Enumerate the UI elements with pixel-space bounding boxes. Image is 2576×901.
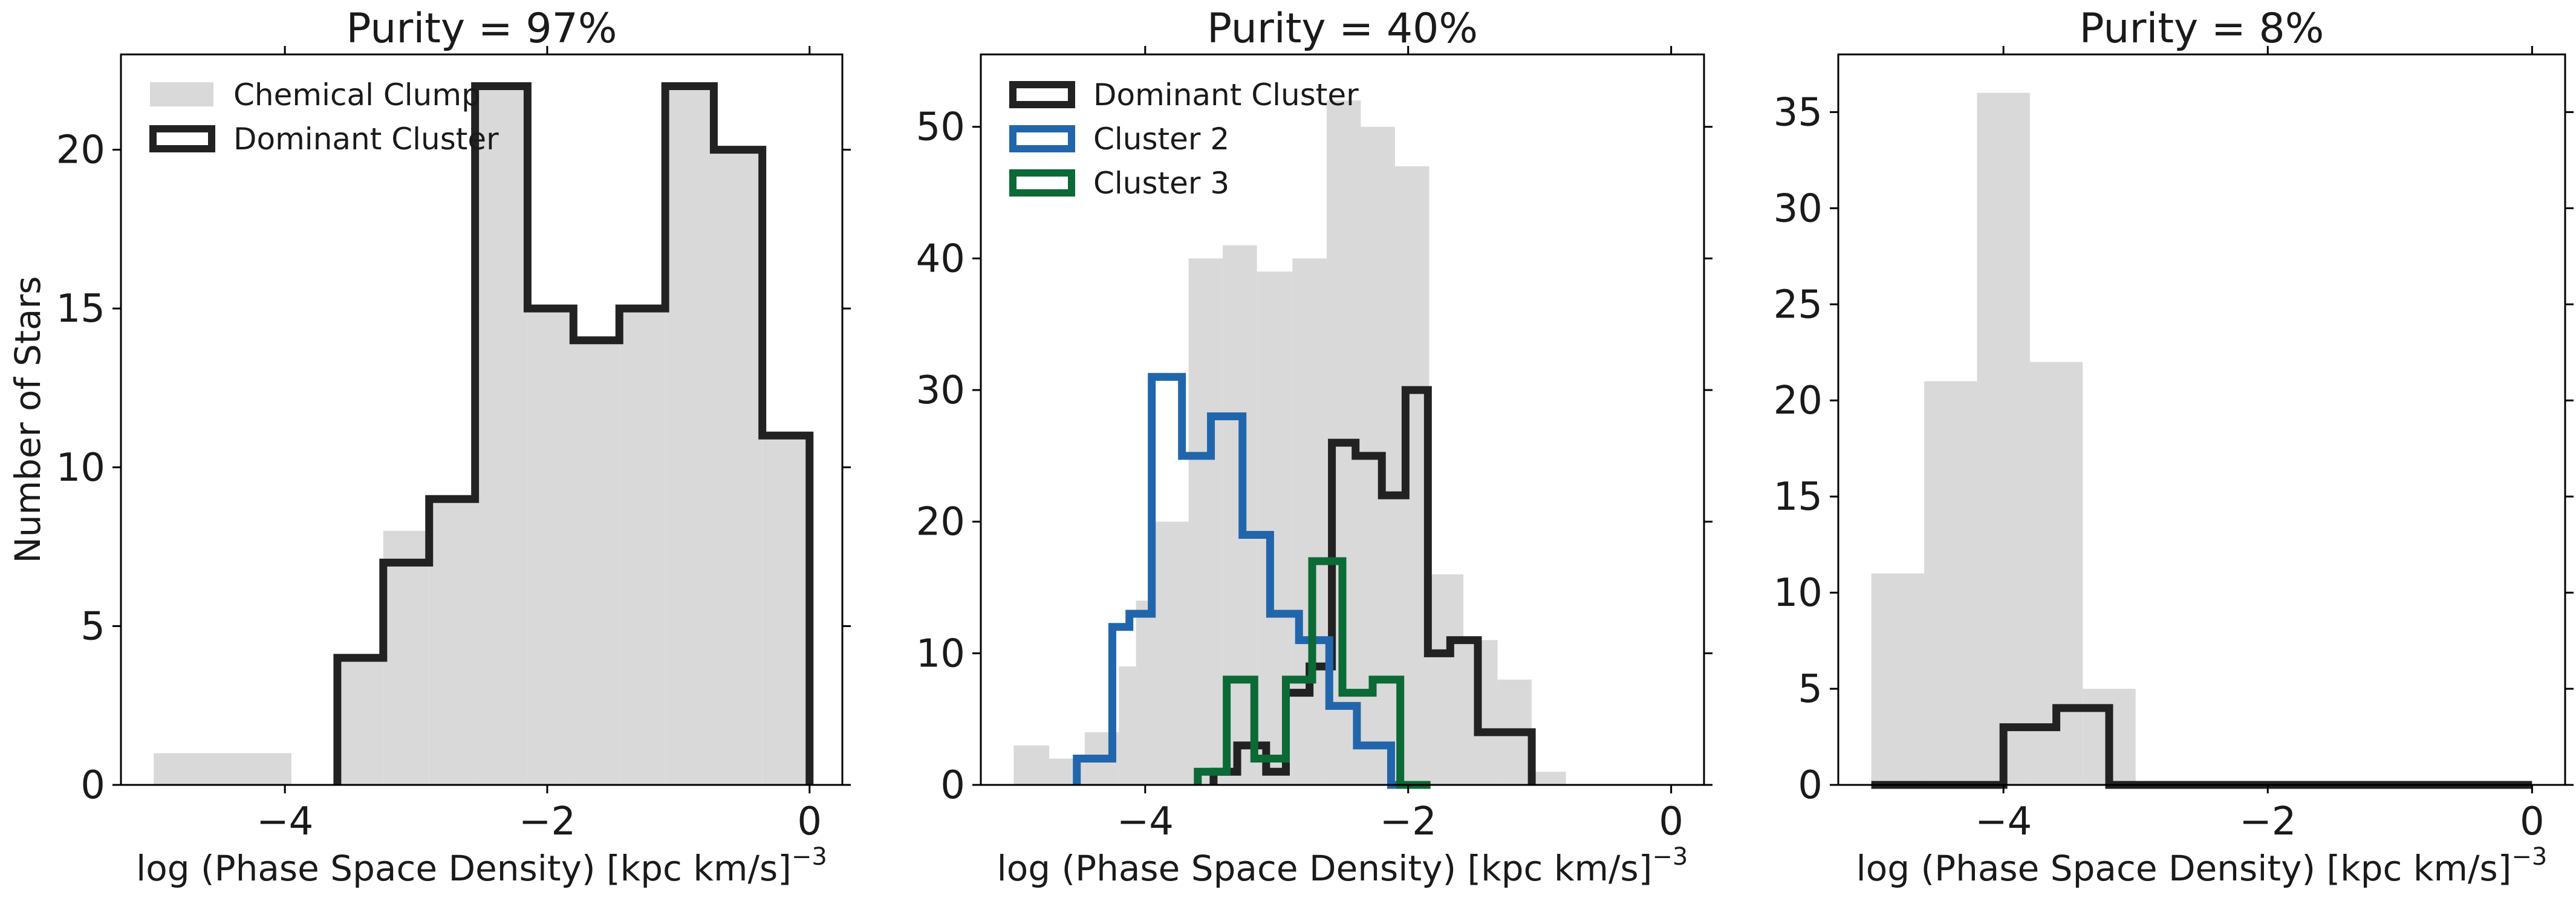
axes-frame-2: [980, 53, 1705, 786]
y-tick-label-2-5: 40: [916, 236, 965, 281]
legend-2: Dominant Cluster Cluster 2 Cluster 3: [1009, 77, 1359, 201]
y-tick-label-3-8: 35: [1774, 90, 1823, 135]
panel-3: −4 −2 0 0 5 10 15 20 25 30 35 Purity = 8% log (Phase…: [1774, 5, 2574, 889]
panel-title-1: Purity = 97%: [346, 5, 617, 53]
clump-bar-1-2: [337, 657, 383, 785]
legend-swatch-cluster-3: [1009, 169, 1075, 197]
clump-bar-1-4: [429, 499, 475, 785]
x-tick-label-3-3: 0: [2520, 799, 2545, 844]
x-axis-label-exponent-2: −3: [1652, 843, 1688, 871]
clump-bar-3-3: [1977, 93, 2030, 785]
clump-bar-1-11: [762, 435, 810, 785]
legend-label-dominant-cluster: Dominant Cluster: [1093, 77, 1359, 112]
y-tick-label-1-5: 20: [56, 128, 105, 173]
legend-label-cluster-2: Cluster 2: [1093, 122, 1229, 157]
axes-frame-1: [120, 53, 844, 786]
clump-bar-2-7: [1188, 258, 1223, 785]
y-tick-label-3-3: 10: [1774, 571, 1823, 616]
x-tick-label-3-1: −4: [1975, 799, 2032, 844]
clump-bar-2-6: [1154, 521, 1189, 785]
y-tick-label-3-4: 15: [1774, 475, 1823, 519]
y-tick-label-2-1: 0: [940, 763, 965, 808]
y-tick-label-2-4: 30: [916, 368, 965, 413]
y-tick-label-3-1: 0: [1798, 763, 1823, 808]
x-axis-label-text-3: log (Phase Space Density) [kpc km/s]: [1856, 848, 2512, 889]
panel-2: −4 −2 0 0 10 20 30 40 50 Purity = 40% log (Phase S…: [916, 5, 1712, 889]
x-axis-label-exponent-1: −3: [792, 843, 827, 871]
legend-swatch-cluster-2: [1009, 125, 1075, 152]
y-tick-label-1-4: 15: [56, 287, 105, 331]
legend-1: Chemical Clump Dominant Cluster: [149, 77, 499, 157]
clump-bar-3-2: [1924, 381, 1977, 785]
clump-bar-1-6: [527, 308, 574, 785]
x-tick-label-1-3: 0: [797, 799, 822, 844]
axes-frame-3: [1837, 53, 2566, 786]
y-tick-label-2-2: 10: [916, 631, 965, 676]
y-tick-label-1-2: 5: [80, 604, 105, 649]
x-axis-label-1: log (Phase Space Density) [kpc km/s]−3: [136, 843, 827, 889]
x-axis-label-exponent-3: −3: [2511, 843, 2547, 871]
y-tick-label-3-6: 25: [1774, 282, 1823, 327]
clump-bar-1-8: [619, 308, 666, 785]
legend-label-chemical-clump: Chemical Clump: [233, 77, 481, 112]
x-tick-label-3-2: −2: [2239, 799, 2296, 844]
dominant-cluster-step-line-3: [1871, 704, 2532, 789]
y-axis-label: Number of Stars: [7, 276, 48, 564]
cluster-2-step-line-2: [1073, 372, 1423, 789]
y-tick-label-1-3: 10: [56, 446, 105, 490]
y-tick-label-3-5: 20: [1774, 379, 1823, 423]
clump-bar-2-5: [1136, 600, 1155, 785]
dominant-cluster-step-line-1: [333, 82, 814, 785]
clump-bar-1-10: [714, 149, 763, 786]
clump-bar-1-3: [383, 530, 429, 785]
x-tick-label-2-1: −4: [1117, 799, 1174, 844]
clump-bar-2-4: [1119, 666, 1136, 785]
y-tick-label-3-7: 30: [1774, 186, 1823, 231]
panel-title-2: Purity = 40%: [1207, 5, 1478, 53]
legend-label-dominant-cluster: Dominant Cluster: [233, 122, 499, 157]
y-tick-label-3-2: 5: [1798, 667, 1823, 712]
x-tick-label-2-2: −2: [1380, 799, 1437, 844]
clump-bar-2-14: [1429, 574, 1464, 785]
legend-swatch-chemical-clump: [150, 82, 213, 106]
y-tick-label-2-3: 20: [916, 500, 965, 545]
y-tick-label-1-1: 0: [80, 763, 105, 808]
clump-bar-1-5: [475, 86, 528, 786]
clump-bar-1-7: [573, 340, 620, 785]
legend-swatch-dominant-cluster: [1009, 81, 1075, 108]
legend-label-cluster-3: Cluster 3: [1093, 166, 1229, 201]
x-axis-label-text-2: log (Phase Space Density) [kpc km/s]: [997, 848, 1653, 889]
panel-1: −4 −2 0 0 5 10 15 20 Purity = 97% log (Phase Spac…: [7, 5, 851, 889]
panel-title-3: Purity = 8%: [2080, 5, 2324, 53]
clump-bar-2-1: [1013, 745, 1050, 785]
clump-bar-2-10: [1292, 258, 1327, 785]
clump-bar-1-1: [154, 753, 291, 785]
clump-bar-1-9: [665, 86, 714, 786]
cluster-3-step-line-2: [1194, 557, 1431, 789]
dominant-cluster-step-line-2: [1209, 386, 1536, 785]
y-tick-label-2-6: 50: [916, 105, 965, 150]
x-axis-label-text-1: log (Phase Space Density) [kpc km/s]: [136, 848, 792, 889]
clump-bar-3-1: [1871, 573, 1925, 785]
x-tick-label-1-2: −2: [519, 799, 576, 844]
x-tick-label-2-3: 0: [1659, 799, 1683, 844]
clump-bar-2-17: [1532, 772, 1566, 785]
x-axis-label-2: log (Phase Space Density) [kpc km/s]−3: [997, 843, 1688, 889]
x-axis-label-3: log (Phase Space Density) [kpc km/s]−3: [1856, 843, 2548, 889]
x-tick-label-1-1: −4: [256, 799, 313, 844]
legend-swatch-dominant-cluster: [149, 125, 215, 152]
